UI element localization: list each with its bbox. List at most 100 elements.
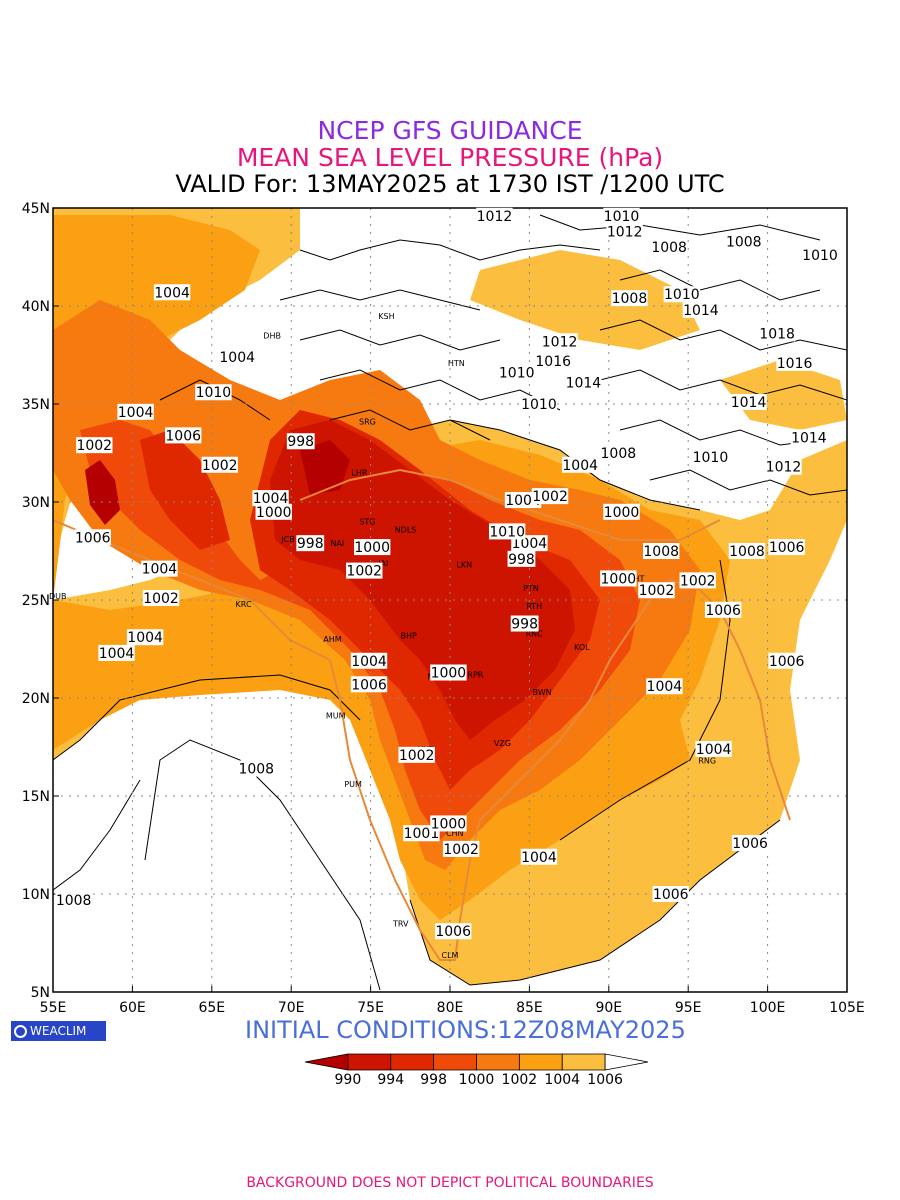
legend-swatch [433, 1053, 477, 1071]
contour-label-bg [520, 848, 558, 865]
x-tick-label: 100E [750, 1000, 786, 1016]
city-label: LHR [351, 469, 367, 478]
contour-label: 1002 [201, 456, 238, 474]
contour-label-text: 1018 [759, 326, 795, 342]
contour-label-bg [643, 543, 680, 559]
contour-label: 1014 [565, 374, 602, 391]
contour-label: 1006 [434, 923, 472, 940]
city-label: BWN [533, 688, 552, 697]
contour-label-text: 1002 [532, 489, 568, 505]
contour-label-bg [692, 448, 729, 465]
contour-label: 1008 [728, 543, 766, 560]
city-label: NDLS [395, 525, 417, 534]
contour-label-bg [142, 590, 180, 607]
x-tick-label: 80E [437, 1000, 464, 1016]
contour-label-bg [398, 746, 435, 763]
contour-label-text: 1006 [732, 836, 768, 852]
contour-label-text: 998 [508, 552, 535, 568]
contour-label-text: 1012 [477, 209, 513, 225]
contour-label-bg [430, 664, 467, 681]
contour-label-text: 1000 [431, 666, 467, 682]
contour-label: 1008 [643, 543, 680, 560]
contour-label-bg [679, 572, 716, 589]
contour-label-bg [731, 835, 769, 852]
region-below-990 [85, 440, 350, 525]
city-label: BHP [401, 631, 418, 640]
contour-label-bg [652, 886, 689, 902]
city-label: HTN [448, 359, 465, 368]
title-line-1: NCEP GFS GUIDANCE [317, 116, 583, 145]
contour-label: 1018 [758, 325, 796, 342]
contour-label-bg [646, 678, 683, 695]
contour-label-bg [74, 529, 111, 546]
contour-label-text: 1010 [693, 450, 729, 466]
contour-label-text: 1008 [726, 234, 762, 250]
contour-label: 1000 [353, 539, 391, 556]
legend-label: 994 [377, 1072, 404, 1088]
contour-label-text: 1008 [651, 240, 687, 256]
contour-label-text: 1002 [399, 748, 435, 764]
contour-label-text: 1004 [351, 654, 387, 670]
contour-label-text: 1008 [56, 893, 92, 909]
contour-label-bg [663, 286, 701, 303]
contour-label-bg [603, 207, 640, 224]
contour-label: 1004 [126, 629, 164, 646]
city-label: RNG [698, 757, 716, 766]
contour-label: 1006 [768, 652, 805, 670]
city-label: STG [359, 518, 375, 527]
city-label: SRG [359, 418, 376, 427]
legend-swatch [390, 1053, 435, 1071]
contour-label-text: 1010 [802, 248, 838, 264]
contour-label-bg [98, 644, 135, 661]
city-label: PTN [523, 584, 539, 593]
contour-label-bg [153, 284, 191, 301]
contour-label-text: 1004 [253, 491, 289, 507]
contour-label: 1012 [476, 207, 513, 225]
contour-label-bg [238, 760, 275, 777]
contour-label: 1002 [531, 488, 569, 505]
contour-label-text: 1004 [142, 562, 178, 578]
city-label: RTH [526, 602, 542, 611]
contour-label-text: 1008 [643, 544, 679, 560]
contour-label-bg [695, 740, 732, 757]
contour-label: 1004 [153, 284, 191, 301]
x-tick-label: 60E [119, 1000, 146, 1016]
contour-label: 1010 [663, 286, 701, 303]
contour-label-bg [219, 348, 256, 365]
contour-label-text: 1006 [165, 428, 201, 444]
contour-label-text: 1010 [664, 287, 700, 303]
legend-label: 1000 [459, 1072, 495, 1088]
contour-label: 1010 [801, 247, 839, 264]
contour-label-bg [141, 560, 178, 577]
initial-conditions: INITIAL CONDITIONS:12Z08MAY2025 [245, 1016, 686, 1044]
contour-label-bg [606, 223, 643, 240]
contour-label-text: 1004 [127, 630, 163, 646]
contour-label: 1014 [682, 301, 720, 319]
contour-label: 1006 [74, 529, 111, 546]
y-tick-label: 45N [22, 201, 50, 217]
contour-label-text: 1014 [791, 430, 827, 446]
city-label: PUM [344, 780, 362, 789]
weaclim-logo-icon [14, 1025, 27, 1038]
x-tick-label: 70E [278, 1000, 305, 1016]
contour-label: 998 [507, 550, 536, 568]
contour-label-bg [728, 543, 766, 559]
contour-label-bg [442, 840, 480, 857]
contour-label: 998 [510, 615, 539, 633]
contour-label-bg [541, 333, 578, 350]
contour-label-bg [704, 601, 742, 618]
contour-label-text: 1004 [562, 458, 598, 474]
contour-label-text: 1008 [601, 446, 637, 462]
contour-label-bg [650, 239, 688, 256]
contour-label-bg [600, 445, 637, 461]
contour-label-text: 1012 [766, 460, 802, 476]
city-label: AHM [323, 635, 341, 644]
contour-label-text: 998 [297, 536, 324, 552]
region-990-994 [270, 420, 575, 740]
contour-label: 1014 [790, 429, 828, 446]
contour-label-bg [498, 364, 535, 381]
contour-label: 1002 [76, 437, 113, 454]
contour-label-bg [255, 503, 292, 520]
